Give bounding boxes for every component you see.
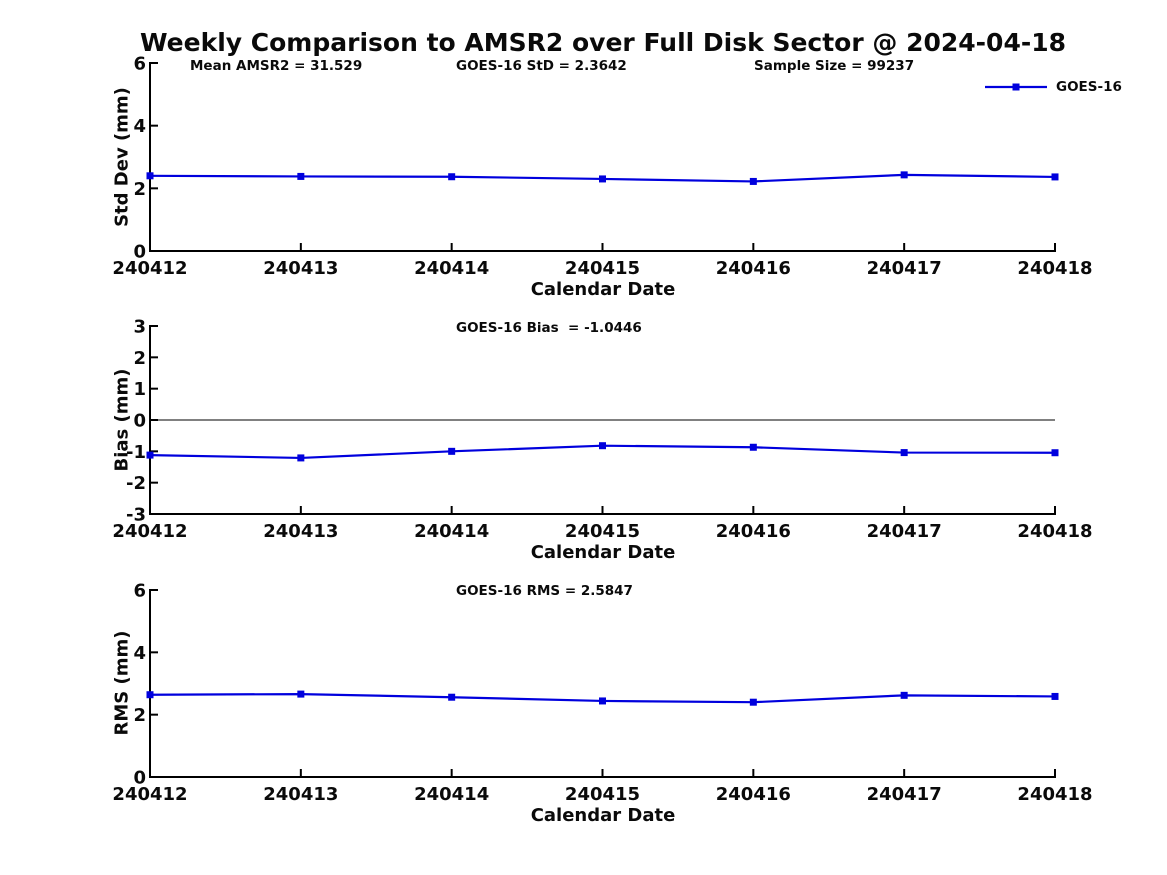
subplot-2: 0 2 4 6 240412 240413 240414 240415 240416 240417… [112, 581, 1092, 806]
x-tick-label: 240413 [263, 521, 338, 542]
x-tick-label: 240414 [414, 258, 489, 279]
x-tick-label: 240414 [414, 521, 489, 542]
y-tick-label: 6 [133, 581, 146, 602]
y-tick-label: 4 [133, 643, 146, 664]
x-tick-label: 240416 [716, 784, 791, 805]
x-tick-label: 240418 [1017, 521, 1092, 542]
x-axis-label-bottom: Calendar Date [530, 805, 676, 826]
data-point-marker [297, 454, 305, 462]
x-tick-label: 240414 [414, 784, 489, 805]
y-tick-label: 6 [133, 54, 146, 75]
x-tick-label: 240416 [716, 521, 791, 542]
data-point-marker [749, 177, 757, 185]
annotation-mean-amsr2: Mean AMSR2 = 31.529 [190, 58, 363, 74]
data-point-marker [1051, 692, 1059, 700]
data-point-marker [297, 690, 305, 698]
annotation-goes16-bias: GOES-16 Bias = -1.0446 [456, 320, 642, 336]
x-axis-label-top: Calendar Date [530, 279, 676, 300]
data-point-marker [146, 172, 154, 180]
x-tick-label: 240415 [565, 521, 640, 542]
x-tick-label: 240412 [112, 258, 187, 279]
y-tick-label: -2 [126, 473, 146, 494]
data-point-marker [900, 691, 908, 699]
data-point-marker [900, 171, 908, 179]
axis-spines [149, 325, 1056, 515]
data-point-marker [749, 443, 757, 451]
y-tick-label: 0 [133, 411, 146, 432]
data-point-marker [146, 691, 154, 699]
data-point-marker [599, 175, 606, 183]
axis-spines [149, 62, 1056, 252]
data-point-marker [1051, 449, 1059, 457]
legend-square-marker-icon [1012, 83, 1020, 91]
annotation-goes16-rms: GOES-16 RMS = 2.5847 [456, 583, 633, 599]
data-point-marker [599, 697, 606, 705]
x-tick-label: 240415 [565, 784, 640, 805]
x-tick-label: 240416 [716, 258, 791, 279]
y-tick-label: 3 [133, 317, 146, 338]
figure-title: Weekly Comparison to AMSR2 over Full Dis… [139, 28, 1067, 57]
x-tick-label: 240417 [867, 258, 942, 279]
x-tick-label: 240412 [112, 521, 187, 542]
data-point-marker [1051, 173, 1059, 181]
annotation-sample-size: Sample Size = 99237 [754, 58, 915, 74]
x-tick-label: 240418 [1017, 784, 1092, 805]
legend-line-sample [985, 83, 1047, 91]
data-point-marker [448, 447, 456, 455]
y-tick-label: 2 [133, 348, 146, 369]
y-tick-label: -3 [126, 505, 146, 526]
data-point-marker [599, 442, 606, 450]
y-tick-label: 2 [133, 705, 146, 726]
x-axis-label-middle: Calendar Date [530, 542, 676, 563]
y-tick-label: 0 [133, 768, 146, 789]
axis-spines [149, 589, 1056, 778]
x-tick-label: 240412 [112, 784, 187, 805]
data-point-marker [749, 698, 757, 706]
data-point-marker [900, 449, 908, 457]
x-tick-label: 240415 [565, 258, 640, 279]
y-tick-label: 1 [133, 379, 146, 400]
x-tick-label: 240417 [867, 521, 942, 542]
data-point-marker [146, 451, 154, 459]
subplot-1: -3 -2 -1 0 1 2 3 240412 240413 240414 240415 240416… [112, 317, 1092, 543]
x-tick-label: 240417 [867, 784, 942, 805]
x-tick-label: 240413 [263, 258, 338, 279]
annotation-goes16-std: GOES-16 StD = 2.3642 [456, 58, 627, 74]
subplot-0: 0 2 4 6 240412 240413 240414 240415 240416 240417… [112, 54, 1092, 280]
data-point-marker [448, 693, 456, 701]
y-tick-label: -1 [126, 442, 146, 463]
y-tick-label: 4 [133, 116, 146, 137]
y-tick-label: 2 [133, 179, 146, 200]
data-point-marker [297, 172, 305, 180]
legend: GOES-16 [984, 79, 1122, 95]
x-tick-label: 240418 [1017, 258, 1092, 279]
y-tick-label: 0 [133, 242, 146, 263]
data-point-marker [448, 173, 456, 181]
x-tick-label: 240413 [263, 784, 338, 805]
legend-label: GOES-16 [1056, 79, 1122, 95]
